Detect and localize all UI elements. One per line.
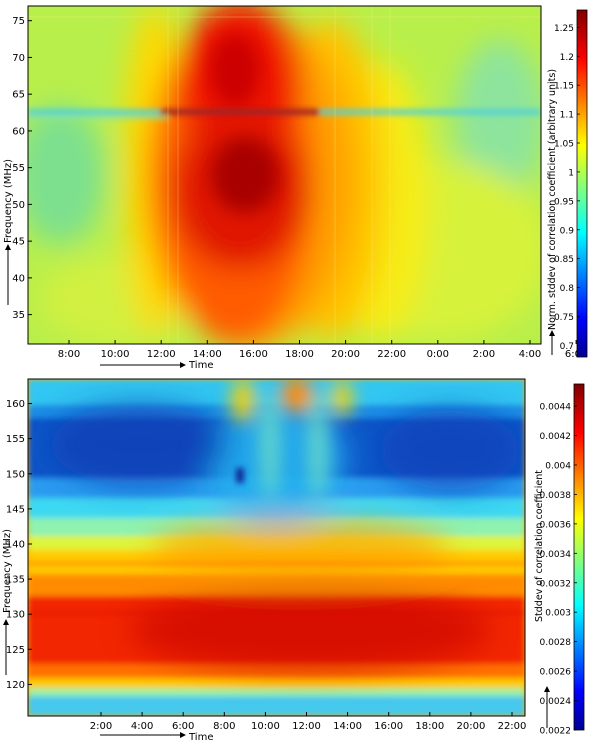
- colorbar-tick-label: 1.2: [560, 53, 574, 63]
- colorbar-tick-label: 0.004: [545, 461, 571, 471]
- colorbar-tick-label: 1.1: [560, 111, 574, 121]
- colorbar-tick-label: 1.05: [554, 140, 574, 150]
- colorbar-tick-label: 0.0038: [540, 491, 572, 501]
- x-ticks-bottom: 2:00 4:00 6:00 8:00 10:00 12:00 14:00 16:00 18:0…: [90, 712, 527, 732]
- y-tick-label: 45: [12, 237, 25, 248]
- colorbar-tick-label: 1: [568, 168, 574, 178]
- x-tick-label: 20:00: [456, 721, 485, 732]
- x-tick-label: 0:00: [427, 349, 449, 360]
- y-tick-label: 150: [6, 469, 25, 480]
- x-tick-label: 18:00: [285, 349, 314, 360]
- x-tick-label: 10:00: [101, 349, 130, 360]
- y-tick-label: 70: [12, 53, 25, 64]
- colorbar-tick-label: 0.7: [560, 342, 574, 352]
- axes-frame-top: [27, 5, 542, 345]
- x-tick-label: 2:00: [90, 721, 112, 732]
- x-axis-arrow-bottom: [100, 732, 186, 738]
- y-ticks-bottom: 120 125 130 135 140 145 150 155 160: [6, 399, 32, 691]
- y-tick-label: 145: [6, 504, 25, 515]
- x-tick-label: 4:00: [519, 349, 541, 360]
- x-tick-label: 12:00: [292, 721, 321, 732]
- x-ticks-top: 8:00 10:00 12:00 14:00 16:00 18:00 20:00 22:00 0…: [58, 340, 587, 360]
- colorbar-tick-label: 1.25: [554, 24, 574, 34]
- y-tick-label: 155: [6, 434, 25, 445]
- colorbar-tick-label: 0.0024: [540, 697, 572, 707]
- x-tick-label: 8:00: [213, 721, 235, 732]
- x-tick-label: 18:00: [415, 721, 444, 732]
- colorbar-tick-label: 0.0022: [540, 727, 572, 737]
- colorbar-tick-label: 0.9: [560, 226, 575, 236]
- x-tick-label: 14:00: [333, 721, 362, 732]
- colorbar-ticks-top: 0.7 0.75 0.8 0.85 0.9 0.95 1 1.05 1.1 1.15 1.2 1.25: [554, 24, 580, 352]
- colorbar-tick-label: 0.0026: [540, 668, 572, 678]
- y-tick-label: 125: [6, 645, 25, 656]
- x-tick-label: 22:00: [498, 721, 527, 732]
- x-tick-label: 8:00: [58, 349, 80, 360]
- colorbar-label-bottom: Stddev of correlation coefficient: [534, 470, 545, 622]
- x-axis-arrow-top: [100, 362, 186, 368]
- x-axis-label-top: Time: [188, 360, 213, 371]
- y-tick-label: 50: [12, 200, 25, 211]
- x-tick-label: 20:00: [331, 349, 360, 360]
- x-tick-label: 6:00: [565, 349, 587, 360]
- colorbar-tick-label: 0.0034: [540, 550, 572, 560]
- colorbar-tick-label: 0.0044: [540, 403, 572, 413]
- colorbar-ticks-bottom: 0.0022 0.0024 0.0026 0.0028 0.003 0.0032 0.003…: [540, 403, 577, 737]
- y-axis-label-top: Frequency (MHz): [3, 159, 14, 243]
- colorbar-tick-label: 0.0036: [540, 520, 572, 530]
- colorbar-tick-label: 0.8: [560, 284, 575, 294]
- x-tick-label: 4:00: [131, 721, 153, 732]
- colorbar-tick-label: 0.75: [554, 313, 574, 323]
- y-tick-label: 135: [6, 575, 25, 586]
- colorbar-label-top: Norm. stddev of correlation coefficient …: [547, 69, 558, 330]
- colorbar-tick-label: 0.85: [554, 255, 574, 265]
- y-tick-label: 75: [12, 16, 25, 27]
- heatmap-bottom: [28, 379, 525, 716]
- x-tick-label: 2:00: [473, 349, 495, 360]
- y-tick-label: 55: [12, 163, 25, 174]
- y-axis-arrow-bottom: [3, 619, 9, 675]
- x-tick-label: 14:00: [193, 349, 222, 360]
- colorbar-bottom: [573, 383, 585, 731]
- x-tick-label: 16:00: [239, 349, 268, 360]
- colorbar-tick-label: 0.0032: [540, 579, 572, 589]
- colorbar-top: [576, 9, 588, 358]
- y-tick-label: 120: [6, 680, 25, 691]
- y-tick-label: 60: [12, 126, 25, 137]
- axes-frame-bottom: [27, 378, 526, 717]
- x-tick-label: 22:00: [377, 349, 406, 360]
- y-axis-arrow-top: [5, 244, 11, 305]
- y-tick-label: 140: [6, 539, 25, 550]
- x-tick-label: 16:00: [374, 721, 403, 732]
- colorbar-tick-label: 0.0028: [540, 638, 572, 648]
- y-tick-label: 40: [12, 273, 25, 284]
- y-tick-label: 65: [12, 90, 25, 101]
- y-tick-label: 130: [6, 610, 25, 621]
- x-tick-label: 10:00: [251, 721, 280, 732]
- colorbar-tick-label: 0.95: [554, 197, 574, 207]
- colorbar-arrow-bottom: [544, 686, 550, 728]
- y-ticks-top: 35 40 45 50 55 60 65 70 75: [12, 16, 32, 321]
- y-axis-label-bottom: Frequency (MHz): [2, 529, 13, 613]
- heatmap-top: [28, 6, 541, 344]
- x-tick-label: 6:00: [172, 721, 194, 732]
- y-tick-label: 160: [6, 399, 25, 410]
- colorbar-tick-label: 0.003: [545, 609, 571, 619]
- colorbar-tick-label: 0.0042: [540, 432, 572, 442]
- colorbar-arrow-top: [549, 330, 555, 355]
- y-tick-label: 35: [12, 310, 25, 321]
- x-tick-label: 12:00: [147, 349, 176, 360]
- colorbar-tick-label: 1.15: [554, 82, 574, 92]
- x-axis-label-bottom: Time: [188, 732, 213, 743]
